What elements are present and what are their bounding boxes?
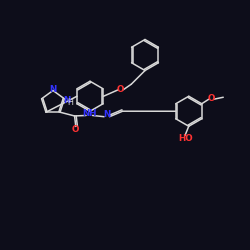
Text: O: O: [208, 94, 215, 103]
Text: N: N: [104, 110, 111, 119]
Text: HO: HO: [178, 134, 194, 143]
Text: NH: NH: [82, 109, 96, 118]
Text: N: N: [63, 96, 70, 104]
Text: N: N: [50, 85, 56, 94]
Text: O: O: [72, 126, 80, 134]
Text: H: H: [67, 98, 73, 107]
Text: O: O: [117, 85, 124, 94]
